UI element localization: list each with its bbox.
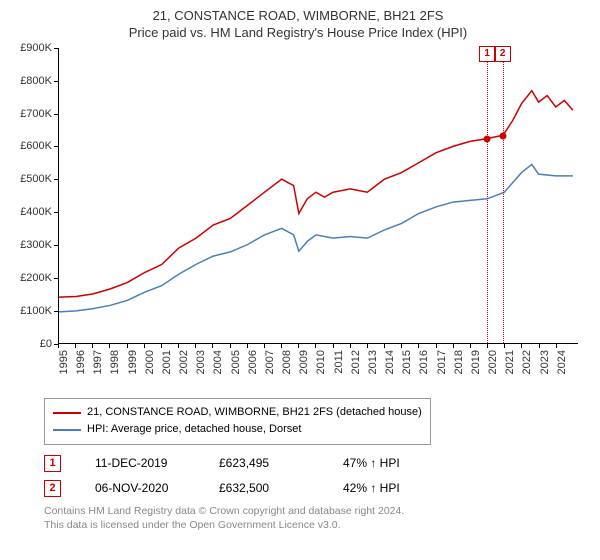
- sale-price: £623,495: [219, 456, 309, 470]
- y-tick-label: £300K: [20, 239, 52, 251]
- footer-line: Contains HM Land Registry data © Crown c…: [44, 505, 588, 519]
- legend-swatch: [53, 412, 81, 414]
- sale-marker-line: 1: [487, 48, 488, 343]
- y-axis: £0£100K£200K£300K£400K£500K£600K£700K£80…: [8, 48, 56, 344]
- sale-marker-line: 2: [503, 48, 504, 343]
- legend-label: HPI: Average price, detached house, Dors…: [87, 421, 301, 439]
- y-tick-label: £700K: [20, 108, 52, 120]
- y-tick-label: £400K: [20, 206, 52, 218]
- chart: £0 £100K £200K £300K £400K £500K £600K £700K £80…: [8, 48, 588, 388]
- legend-swatch: [53, 429, 81, 431]
- legend-item: 21, CONSTANCE ROAD, WIMBORNE, BH21 2FS (…: [53, 404, 422, 422]
- legend: 21, CONSTANCE ROAD, WIMBORNE, BH21 2FS (…: [44, 398, 431, 445]
- sale-marker-number: 1: [479, 46, 495, 62]
- sale-date: 06-NOV-2020: [95, 481, 185, 495]
- series-property: [59, 90, 573, 297]
- y-tick-label: £0: [40, 338, 52, 350]
- legend-label: 21, CONSTANCE ROAD, WIMBORNE, BH21 2FS (…: [87, 404, 422, 422]
- y-tick-label: £200K: [20, 272, 52, 284]
- y-tick-label: £100K: [20, 305, 52, 317]
- footer-copyright: Contains HM Land Registry data © Crown c…: [44, 505, 588, 532]
- y-tick-label: £600K: [20, 140, 52, 152]
- plot-area: 12: [58, 48, 578, 344]
- line-series: [59, 48, 578, 343]
- y-tick-label: £800K: [20, 75, 52, 87]
- x-axis: 1995199619971998199920002001200220032004…: [58, 344, 578, 388]
- sale-price: £632,500: [219, 481, 309, 495]
- sale-point: [499, 132, 506, 139]
- sale-number-box: 1: [44, 455, 61, 472]
- sale-number-box: 2: [44, 480, 61, 497]
- chart-title-subtitle: Price paid vs. HM Land Registry's House …: [8, 25, 588, 42]
- y-tick-label: £500K: [20, 173, 52, 185]
- legend-item: HPI: Average price, detached house, Dors…: [53, 421, 422, 439]
- sale-marker-number: 2: [495, 46, 511, 62]
- sale-row: 1 11-DEC-2019 £623,495 47% ↑ HPI: [44, 455, 588, 472]
- footer-line: This data is licensed under the Open Gov…: [44, 519, 588, 533]
- sale-point: [484, 135, 491, 142]
- sale-date: 11-DEC-2019: [95, 456, 185, 470]
- chart-title-address: 21, CONSTANCE ROAD, WIMBORNE, BH21 2FS: [8, 8, 588, 25]
- x-tick-label: 2024: [556, 350, 594, 374]
- sales-table: 1 11-DEC-2019 £623,495 47% ↑ HPI 2 06-NOV-202…: [44, 455, 588, 497]
- sale-hpi-delta: 42% ↑ HPI: [343, 481, 433, 495]
- sale-row: 2 06-NOV-2020 £632,500 42% ↑ HPI: [44, 480, 588, 497]
- sale-hpi-delta: 47% ↑ HPI: [343, 456, 433, 470]
- series-hpi: [59, 164, 573, 311]
- y-tick-label: £900K: [20, 42, 52, 54]
